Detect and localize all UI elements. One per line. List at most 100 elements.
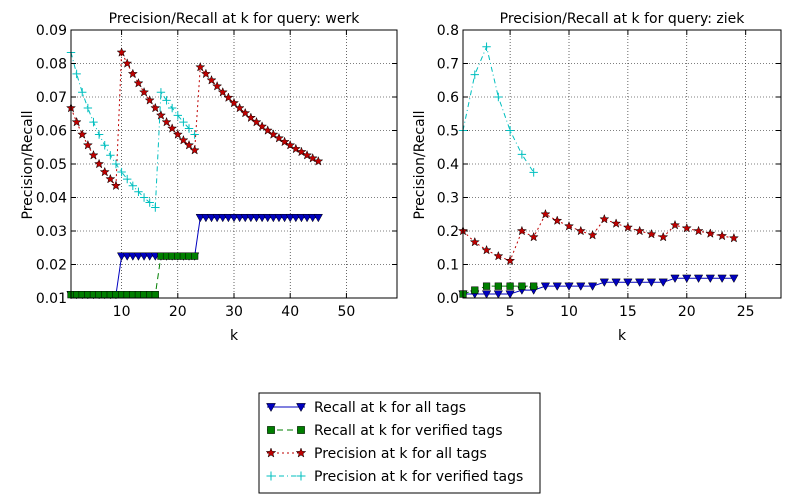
- legend-marker: [265, 447, 277, 458]
- y-tick-label: 0.02: [36, 258, 67, 274]
- data-point: [106, 151, 115, 160]
- data-point: [150, 102, 161, 113]
- data-point: [134, 187, 143, 197]
- data-point: [206, 213, 217, 223]
- y-tick-label: 0.09: [36, 23, 67, 39]
- data-point: [139, 252, 149, 261]
- y-tick-label: 0.3: [437, 191, 459, 207]
- y-tick-label: 0.07: [36, 90, 67, 106]
- data-point: [122, 252, 132, 261]
- data-point: [279, 213, 290, 223]
- y-tick-label: 0.6: [437, 90, 459, 106]
- data-point: [313, 155, 324, 166]
- series: [458, 274, 739, 299]
- legend-frame: [258, 392, 541, 494]
- y-axis-label: Precision/Recall: [412, 111, 428, 220]
- data-point: [291, 213, 301, 223]
- chart-title: Precision/Recall at k for query: werk: [109, 11, 361, 27]
- x-tick-label: 25: [737, 304, 755, 320]
- data-point: [599, 278, 609, 287]
- y-tick-label: 0.0: [437, 291, 459, 307]
- data-point: [529, 168, 538, 177]
- data-point: [240, 107, 251, 118]
- data-point: [116, 47, 127, 57]
- legend-label: Recall at k for all tags: [314, 400, 466, 416]
- data-point: [575, 225, 586, 236]
- data-point: [493, 290, 503, 299]
- data-point: [200, 68, 211, 79]
- data-point: [599, 213, 610, 224]
- data-point: [257, 121, 268, 131]
- data-point: [669, 219, 681, 230]
- data-point: [587, 229, 598, 240]
- data-point: [251, 213, 262, 223]
- x-tick-label: 40: [281, 304, 299, 320]
- axes-frame: [462, 29, 782, 299]
- data-point: [223, 92, 234, 103]
- data-point: [94, 130, 104, 139]
- data-point: [268, 129, 279, 139]
- legend-marker: [296, 471, 306, 481]
- x-tick-label: 30: [225, 304, 243, 320]
- data-point: [646, 278, 657, 287]
- data-point: [144, 94, 155, 105]
- data-point: [110, 180, 122, 191]
- data-point: [105, 173, 116, 184]
- data-point: [274, 213, 284, 223]
- data-point: [133, 252, 144, 261]
- data-point: [634, 225, 645, 236]
- data-point: [251, 116, 262, 127]
- data-point: [658, 231, 669, 242]
- data-point: [179, 117, 188, 127]
- data-point: [88, 149, 99, 160]
- x-tick-label: 10: [560, 304, 578, 320]
- data-point: [217, 86, 228, 97]
- data-point: [167, 123, 178, 133]
- series: [66, 48, 199, 212]
- data-point: [122, 58, 133, 68]
- data-point: [517, 150, 527, 159]
- data-point: [670, 274, 680, 284]
- data-point: [218, 213, 228, 223]
- data-point: [94, 158, 105, 169]
- data-point: [257, 213, 267, 223]
- data-point: [540, 282, 551, 291]
- data-point: [681, 222, 692, 233]
- data-point: [151, 291, 159, 299]
- y-tick-label: 0.7: [437, 57, 459, 73]
- data-point: [470, 70, 479, 79]
- data-point: [263, 213, 273, 223]
- y-tick-label: 0.05: [36, 157, 67, 173]
- data-point: [552, 215, 563, 226]
- data-point: [162, 96, 171, 105]
- x-tick-label: 20: [678, 304, 696, 320]
- data-point: [156, 88, 166, 97]
- data-point: [279, 136, 290, 147]
- data-point: [89, 117, 98, 127]
- data-point: [481, 290, 492, 299]
- data-point: [184, 124, 194, 133]
- data-point: [717, 274, 727, 284]
- data-point: [296, 213, 307, 223]
- data-point: [190, 130, 199, 139]
- data-point: [563, 220, 575, 231]
- data-point: [301, 149, 313, 160]
- data-point: [273, 132, 285, 143]
- axes-frame: [70, 29, 398, 299]
- data-point: [528, 231, 539, 242]
- data-point: [302, 213, 312, 223]
- data-point: [623, 278, 633, 287]
- data-point: [201, 213, 211, 223]
- data-point: [77, 129, 88, 139]
- data-point: [658, 278, 668, 287]
- data-point: [234, 213, 245, 223]
- data-point: [128, 252, 138, 261]
- data-point: [285, 213, 295, 223]
- data-point: [82, 139, 93, 150]
- x-axis-label: k: [618, 328, 627, 344]
- data-point: [469, 236, 480, 247]
- legend-marker: [295, 447, 307, 458]
- data-point: [587, 282, 598, 291]
- data-point: [622, 222, 633, 232]
- data-point: [189, 144, 200, 155]
